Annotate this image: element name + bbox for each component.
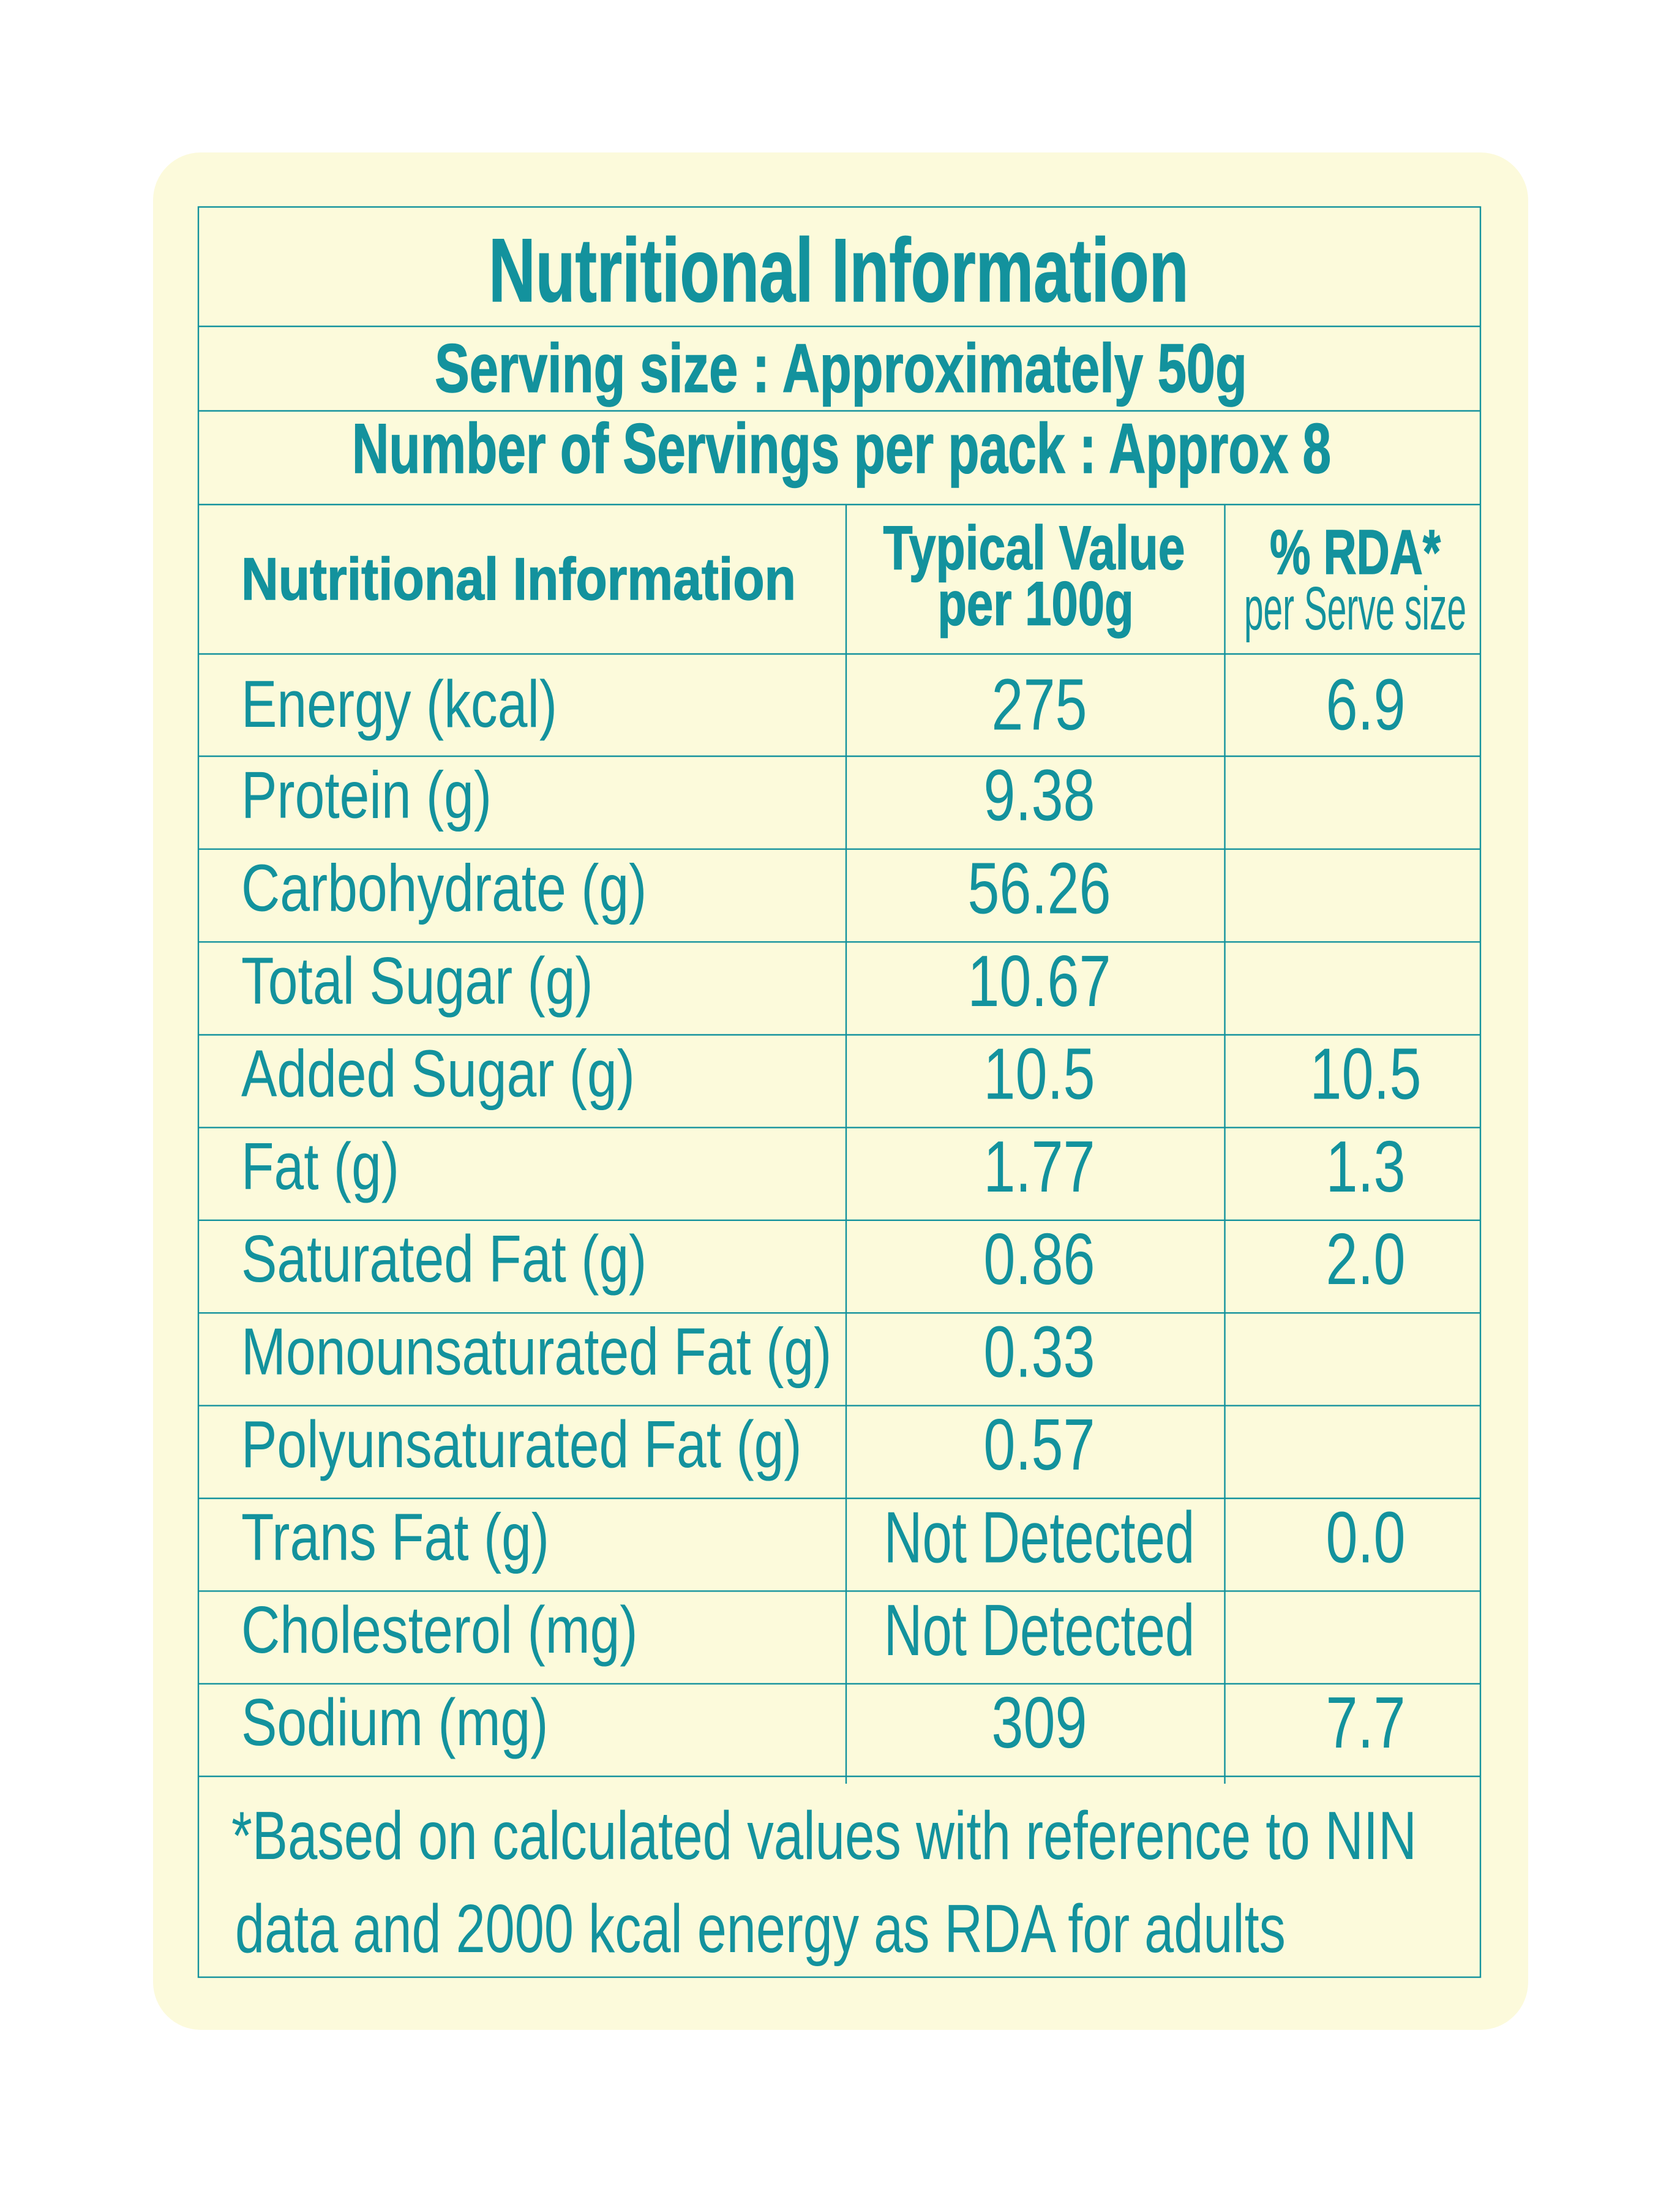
svg-text:Energy (kcal): Energy (kcal) [241, 667, 557, 741]
svg-text:Cholesterol (mg): Cholesterol (mg) [241, 1593, 638, 1667]
svg-text:10.5: 10.5 [983, 1033, 1095, 1114]
svg-text:0.86: 0.86 [983, 1219, 1095, 1300]
svg-text:Nutritional Information: Nutritional Information [489, 220, 1188, 321]
svg-text:7.7: 7.7 [1326, 1681, 1405, 1763]
svg-text:Nutritional Information: Nutritional Information [241, 546, 796, 612]
svg-text:Saturated Fat (g): Saturated Fat (g) [241, 1222, 647, 1296]
svg-text:Not Detected: Not Detected [884, 1497, 1195, 1578]
svg-text:0.33: 0.33 [983, 1311, 1095, 1392]
svg-text:Polyunsaturated Fat (g): Polyunsaturated Fat (g) [241, 1407, 802, 1481]
svg-text:0.57: 0.57 [983, 1403, 1095, 1485]
svg-text:% RDA*: % RDA* [1270, 517, 1441, 587]
svg-text:Number of Servings per pack :: Number of Servings per pack : Approx 8 [352, 410, 1331, 488]
svg-text:Serving size : Approximately 5: Serving size : Approximately 50g [435, 330, 1247, 407]
svg-text:Not Detected: Not Detected [884, 1590, 1195, 1671]
svg-text:Total Sugar (g): Total Sugar (g) [241, 944, 593, 1018]
svg-text:0.0: 0.0 [1326, 1497, 1405, 1578]
svg-text:9.38: 9.38 [983, 754, 1095, 836]
svg-text:1.3: 1.3 [1326, 1125, 1405, 1207]
svg-text:Fat (g): Fat (g) [241, 1129, 399, 1203]
svg-text:per Serve size: per Serve size [1244, 574, 1466, 643]
svg-text:Sodium (mg): Sodium (mg) [241, 1685, 548, 1759]
svg-text:10.5: 10.5 [1310, 1033, 1421, 1114]
svg-text:56.26: 56.26 [967, 847, 1111, 929]
svg-text:1.77: 1.77 [983, 1125, 1095, 1207]
svg-text:Added Sugar (g): Added Sugar (g) [241, 1036, 635, 1110]
svg-text:2.0: 2.0 [1326, 1219, 1405, 1300]
svg-text:Protein (g): Protein (g) [241, 758, 492, 832]
svg-text:309: 309 [991, 1681, 1087, 1763]
svg-text:Typical Value: Typical Value [883, 514, 1185, 583]
svg-text:Monounsaturated Fat (g): Monounsaturated Fat (g) [241, 1315, 831, 1389]
svg-text:275: 275 [991, 664, 1087, 745]
svg-text:Carbohydrate (g): Carbohydrate (g) [241, 851, 647, 925]
svg-text:Trans Fat (g): Trans Fat (g) [241, 1500, 549, 1574]
svg-text:data and 2000 kcal energy as R: data and 2000 kcal energy as RDA for adu… [235, 1891, 1286, 1967]
svg-text:*Based on calculated values wi: *Based on calculated values with referen… [231, 1798, 1417, 1874]
svg-text:6.9: 6.9 [1326, 664, 1405, 745]
svg-text:per 100g: per 100g [937, 569, 1133, 639]
svg-text:10.67: 10.67 [967, 940, 1111, 1021]
